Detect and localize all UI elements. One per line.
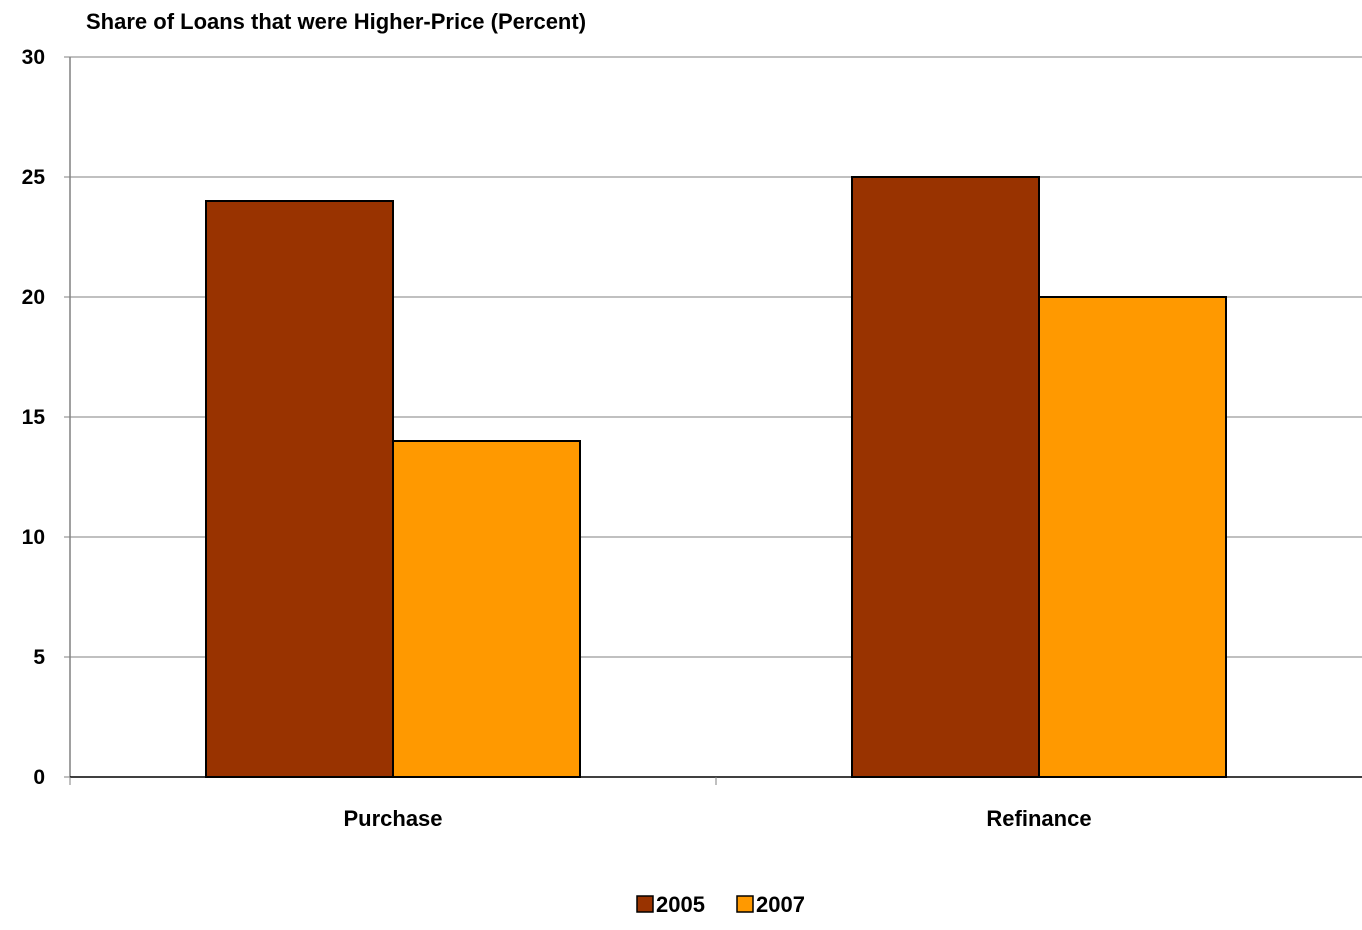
bar-2007-purchase [392, 440, 581, 778]
legend: 2005 2007 [636, 892, 805, 917]
x-category-label: Purchase [343, 806, 442, 831]
y-tick-label: 25 [22, 166, 46, 189]
legend-swatch-2005 [636, 895, 654, 913]
chart-title: Share of Loans that were Higher-Price (P… [86, 9, 586, 34]
y-tick-label: 15 [22, 406, 46, 429]
bar-2005-purchase [205, 200, 394, 778]
x-axis-labels: Purchase Refinance [69, 777, 1092, 831]
bars [205, 176, 1227, 778]
legend-label: 2005 [656, 892, 705, 917]
y-tick-label: 20 [22, 286, 45, 309]
y-tick-label: 5 [33, 646, 45, 669]
bar-2005-refinance [851, 176, 1040, 778]
x-category-label: Refinance [986, 806, 1091, 831]
y-tick-label: 0 [33, 766, 45, 789]
legend-swatch-2007 [736, 895, 754, 913]
y-tick-label: 10 [22, 526, 45, 549]
legend-label: 2007 [756, 892, 805, 917]
y-tick-label: 30 [22, 46, 45, 69]
y-axis-ticks: 0 5 10 15 20 25 30 [22, 46, 70, 789]
bar-2007-refinance [1038, 296, 1227, 778]
